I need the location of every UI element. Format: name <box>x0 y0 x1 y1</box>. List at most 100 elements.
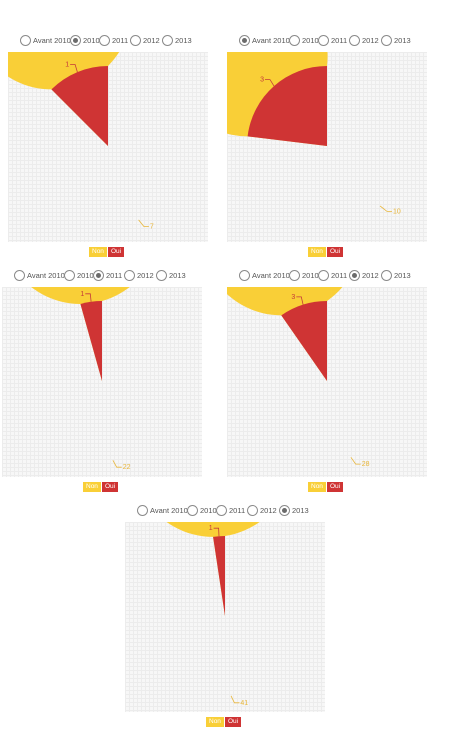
legend: Non Oui <box>89 247 125 257</box>
radio-circle-icon[interactable] <box>99 34 110 46</box>
oui-label-leader <box>85 293 92 302</box>
year-radio-2[interactable]: 2011 <box>216 504 245 516</box>
oui-label-leader <box>70 64 78 73</box>
radio-circle-icon[interactable] <box>381 269 392 281</box>
legend-item-non[interactable]: Non <box>206 717 224 727</box>
year-radio-group: Avant 2010 2010 2011 2012 2013 <box>227 267 427 283</box>
year-radio-1[interactable]: 2010 <box>70 34 100 46</box>
chart-panel-1: Avant 2010 2010 2011 2012 2013 1 7 Non Oui <box>8 32 208 262</box>
legend-item-non[interactable]: Non <box>83 482 101 492</box>
pie-chart: 1 22 <box>2 287 160 471</box>
year-radio-2[interactable]: 2011 <box>99 34 128 46</box>
legend-item-oui[interactable]: Oui <box>326 482 344 492</box>
radio-circle-icon[interactable] <box>162 34 173 46</box>
year-radio-0[interactable]: Avant 2010 <box>239 269 290 281</box>
legend: Non Oui <box>308 482 344 492</box>
legend-item-non[interactable]: Non <box>308 482 326 492</box>
radio-circle-icon[interactable] <box>187 504 198 516</box>
radio-circle-icon[interactable] <box>381 34 392 46</box>
radio-circle-icon[interactable] <box>239 269 250 281</box>
pie-slice-oui[interactable] <box>247 66 327 146</box>
chart-panel-4: Avant 2010 2010 2011 2012 2013 3 28 Non Oui <box>227 267 427 497</box>
radio-circle-icon[interactable] <box>64 269 75 281</box>
legend-item-oui[interactable]: Oui <box>101 482 119 492</box>
pie-slice-oui[interactable] <box>213 536 225 616</box>
year-radio-group: Avant 2010 2010 2011 2012 2013 <box>2 267 202 283</box>
oui-value-label: 1 <box>209 525 213 532</box>
radio-circle-icon[interactable] <box>318 269 329 281</box>
pie-plot-area: 1 41 <box>125 522 325 712</box>
oui-value-label: 1 <box>65 62 69 69</box>
radio-circle-icon[interactable] <box>279 504 290 516</box>
year-radio-4[interactable]: 2013 <box>156 269 186 281</box>
radio-circle-icon[interactable] <box>156 269 167 281</box>
year-radio-1[interactable]: 2010 <box>187 504 217 516</box>
year-radio-3[interactable]: 2012 <box>349 34 379 46</box>
pie-slice-oui[interactable] <box>51 66 108 146</box>
radio-circle-icon[interactable] <box>289 269 300 281</box>
radio-label: 2013 <box>175 35 192 45</box>
radio-circle-icon[interactable] <box>289 34 300 46</box>
radio-label: 2013 <box>169 270 186 280</box>
year-radio-0[interactable]: Avant 2010 <box>14 269 65 281</box>
oui-value-label: 3 <box>260 77 264 84</box>
oui-label-leader <box>265 79 275 87</box>
radio-circle-icon[interactable] <box>349 269 360 281</box>
radio-circle-icon[interactable] <box>247 504 258 516</box>
radio-circle-icon[interactable] <box>137 504 148 516</box>
pie-slice-oui[interactable] <box>281 301 327 381</box>
year-radio-1[interactable]: 2010 <box>289 269 319 281</box>
radio-label: 2011 <box>112 35 129 45</box>
legend-item-oui[interactable]: Oui <box>224 717 242 727</box>
radio-circle-icon[interactable] <box>318 34 329 46</box>
radio-circle-icon[interactable] <box>349 34 360 46</box>
non-label-leader <box>379 205 392 212</box>
radio-label: Avant 2010 <box>252 270 290 280</box>
pie-slice-oui[interactable] <box>80 301 102 381</box>
pie-slice-non[interactable] <box>227 287 361 381</box>
radio-circle-icon[interactable] <box>93 269 104 281</box>
legend: Non Oui <box>206 717 242 727</box>
year-radio-4[interactable]: 2013 <box>162 34 192 46</box>
chart-panel-2: Avant 2010 2010 2011 2012 2013 3 10 Non Oui <box>227 32 427 262</box>
year-radio-3[interactable]: 2012 <box>124 269 154 281</box>
pie-slice-non[interactable] <box>2 287 160 381</box>
year-radio-4[interactable]: 2013 <box>381 269 411 281</box>
radio-label: 2011 <box>229 505 246 515</box>
radio-circle-icon[interactable] <box>239 34 250 46</box>
radio-circle-icon[interactable] <box>70 34 81 46</box>
year-radio-0[interactable]: Avant 2010 <box>239 34 290 46</box>
legend-item-non[interactable]: Non <box>308 247 326 257</box>
year-radio-4[interactable]: 2013 <box>381 34 411 46</box>
legend-item-oui[interactable]: Oui <box>107 247 125 257</box>
chart-panel-3: Avant 2010 2010 2011 2012 2013 1 22 Non Oui <box>2 267 202 497</box>
year-radio-3[interactable]: 2012 <box>349 269 379 281</box>
radio-circle-icon[interactable] <box>14 269 25 281</box>
year-radio-0[interactable]: Avant 2010 <box>137 504 188 516</box>
legend-item-oui[interactable]: Oui <box>326 247 344 257</box>
radio-label: 2011 <box>331 270 348 280</box>
year-radio-2[interactable]: 2011 <box>93 269 122 281</box>
year-radio-4[interactable]: 2013 <box>279 504 309 516</box>
radio-circle-icon[interactable] <box>216 504 227 516</box>
pie-slice-non[interactable] <box>133 522 293 616</box>
radio-circle-icon[interactable] <box>130 34 141 46</box>
legend-item-non[interactable]: Non <box>89 247 107 257</box>
year-radio-3[interactable]: 2012 <box>247 504 277 516</box>
year-radio-0[interactable]: Avant 2010 <box>20 34 71 46</box>
radio-circle-icon[interactable] <box>20 34 31 46</box>
non-value-label: 41 <box>240 700 248 707</box>
radio-circle-icon[interactable] <box>124 269 135 281</box>
pie-chart: 3 10 <box>227 52 401 215</box>
year-radio-2[interactable]: 2011 <box>318 269 347 281</box>
year-radio-1[interactable]: 2010 <box>64 269 94 281</box>
year-radio-3[interactable]: 2012 <box>130 34 160 46</box>
radio-label: 2013 <box>394 35 411 45</box>
non-value-label: 10 <box>393 208 401 215</box>
radio-label: 2013 <box>292 505 309 515</box>
radio-label: 2010 <box>302 270 319 280</box>
year-radio-1[interactable]: 2010 <box>289 34 319 46</box>
non-value-label: 22 <box>123 464 131 471</box>
radio-label: 2012 <box>362 270 379 280</box>
year-radio-2[interactable]: 2011 <box>318 34 347 46</box>
